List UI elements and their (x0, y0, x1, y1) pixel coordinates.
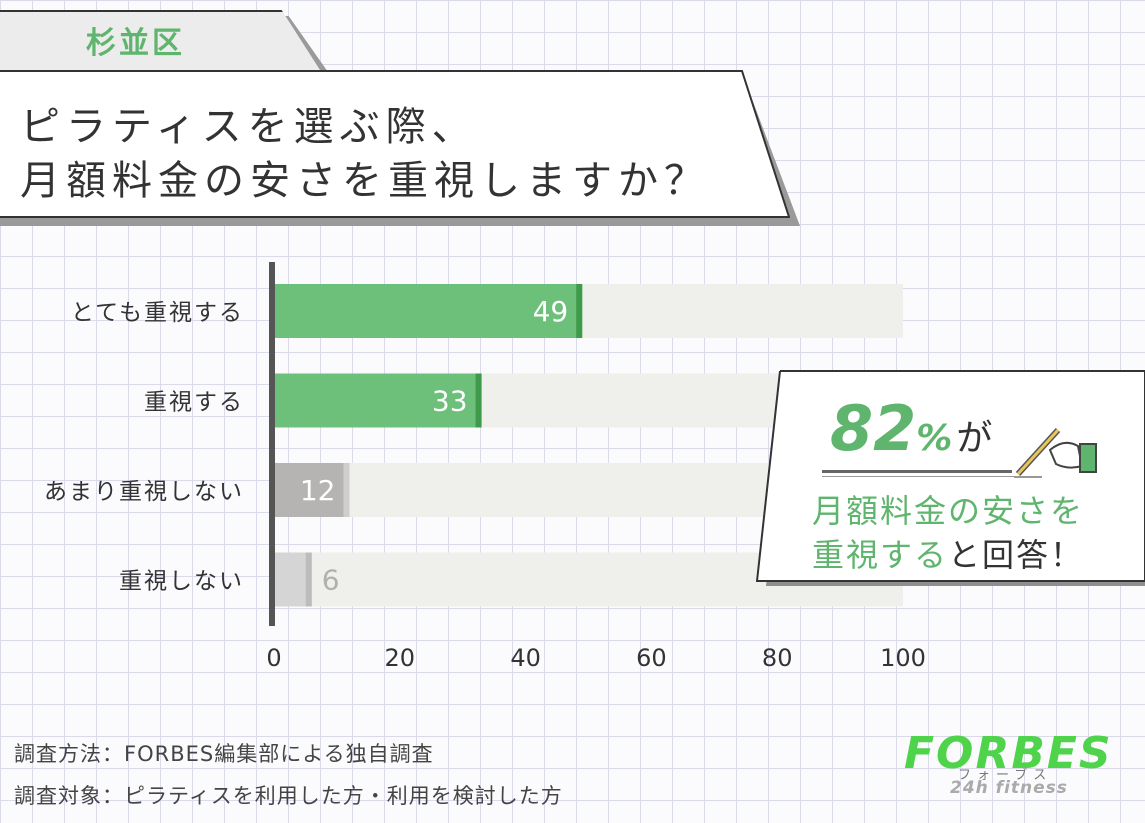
forbes-logo-kana: フォーブス (958, 768, 1053, 783)
category-label: とても重視する (71, 300, 244, 326)
x-tick-label: 60 (636, 644, 667, 672)
chart-title-line2: 月額料金の安さを重視しますか？ (20, 158, 710, 204)
y-axis-line (269, 262, 275, 626)
bar-value-label: 49 (533, 295, 569, 328)
bar (274, 463, 350, 517)
area-tag-label: 杉並区 (86, 26, 185, 61)
category-label: 重視する (144, 390, 244, 416)
bar-edge (576, 284, 583, 338)
callout-underline-thin (822, 476, 1022, 477)
bar-value-label: 6 (322, 564, 340, 597)
callout-percent-value: 82 (830, 392, 917, 465)
callout-line2-highlight: 重視する (812, 536, 949, 574)
forbes-logo-sub: 24h fitness (950, 778, 1068, 798)
bar (274, 552, 312, 607)
bar-value-label: 12 (300, 474, 336, 507)
survey-target-note: 調査対象：ピラティスを利用した方・利用を検討した方 (14, 784, 563, 808)
callout-line2: 重視すると回答！ (812, 530, 1084, 576)
category-label: あまり重視しない (44, 479, 244, 505)
pencil-hand-icon (1014, 427, 1097, 478)
x-tick-label: 100 (880, 644, 926, 672)
callout-line2-rest: と回答！ (948, 536, 1085, 574)
x-tick-label: 0 (266, 644, 281, 672)
callout-particle: が (956, 418, 993, 459)
bar-edge (343, 463, 350, 517)
bar-edge (475, 373, 482, 428)
area-tag (0, 10, 320, 70)
chart-title-line1: ピラティスを選ぶ際、 (20, 104, 478, 150)
category-label: 重視しない (119, 569, 244, 595)
callout-percent: 82% が (830, 392, 992, 465)
bar-value-label: 33 (432, 385, 468, 418)
callout-underline (822, 470, 1012, 473)
bar (274, 373, 482, 428)
survey-method-note: 調査方法：FORBES編集部による独自調査 (14, 742, 434, 766)
x-tick-label: 20 (385, 644, 416, 672)
x-tick-label: 40 (510, 644, 541, 672)
x-tick-label: 80 (762, 644, 793, 672)
bar (274, 284, 583, 338)
forbes-logo: FORBES (904, 728, 1113, 779)
callout-line1: 月額料金の安さを (812, 492, 1085, 530)
callout-percent-unit: % (916, 418, 953, 459)
bar-edge (305, 552, 312, 607)
